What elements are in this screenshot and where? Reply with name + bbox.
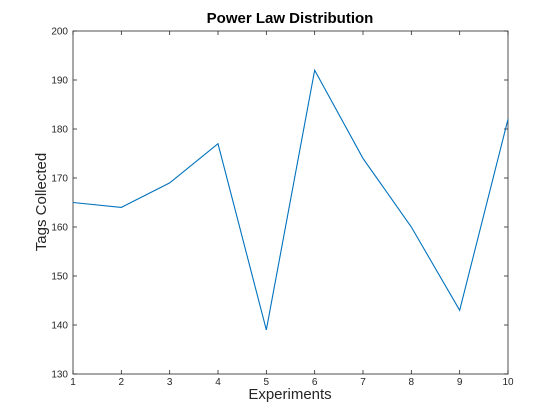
chart-title: Power Law Distribution [207,10,374,27]
y-tick-label: 170 [51,174,68,185]
x-tick-label: 3 [167,377,173,388]
x-tick-label: 9 [457,377,463,388]
y-tick-label: 190 [51,76,68,87]
y-tick-label: 150 [51,272,68,283]
x-axis-label: Experiments [248,386,331,403]
y-tick-label: 140 [51,321,68,332]
y-tick-label: 180 [51,125,68,136]
y-tick-label: 160 [51,223,68,234]
x-tick-label: 2 [119,377,125,388]
x-tick-label: 7 [360,377,366,388]
x-tick-label: 8 [409,377,415,388]
y-axis-label: Tags Collected [33,153,50,251]
x-tick-label: 1 [70,377,76,388]
y-tick-label: 200 [51,27,68,38]
y-tick-label: 130 [51,370,68,381]
x-tick-label: 10 [502,377,514,388]
x-tick-label: 4 [215,377,221,388]
